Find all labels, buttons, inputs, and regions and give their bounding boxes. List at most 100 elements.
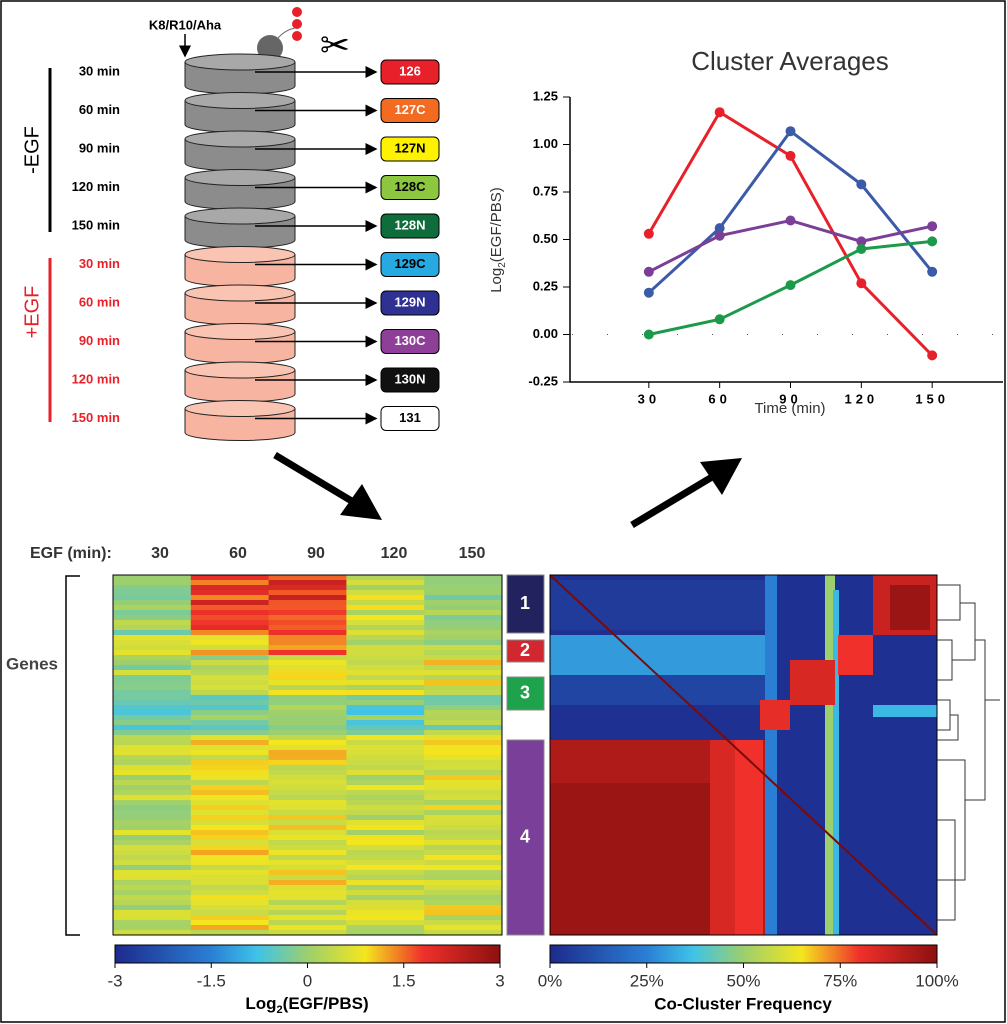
heatmap-cell [113, 795, 192, 801]
column-label: 60 [229, 545, 247, 562]
heatmap-cell [346, 835, 425, 841]
heatmap-cell [268, 685, 347, 691]
heatmap-cell [268, 735, 347, 741]
heatmap-cell [190, 885, 270, 891]
heatmap-cell [268, 650, 347, 656]
heatmap-cell [268, 610, 347, 616]
tag-label: 131 [399, 410, 421, 425]
heatmap-cell [346, 770, 425, 776]
heatmap-cell [190, 700, 270, 706]
point [643, 287, 654, 298]
colorbar [114, 944, 501, 964]
heatmap-cell [346, 825, 425, 831]
heatmap-cell [190, 590, 270, 596]
heatmap-cell [190, 895, 270, 901]
cocluster-block [550, 580, 765, 630]
heatmap-cell [113, 655, 192, 661]
heatmap-cell [190, 630, 270, 636]
point [927, 266, 938, 277]
heatmap-cell [190, 740, 270, 746]
disk-top [184, 400, 296, 417]
heatmap-cell [424, 600, 503, 606]
heatmap-cell [190, 625, 270, 631]
heatmap-cell [190, 735, 270, 741]
heatmap-cell [113, 715, 192, 721]
point [856, 179, 867, 190]
heatmap-cell [268, 670, 347, 676]
time-label: 90 min [79, 140, 120, 155]
heatmap-cell [346, 745, 425, 751]
heatmap-cell [424, 715, 503, 721]
heatmap-cell [424, 820, 503, 826]
cocluster-block [838, 635, 873, 675]
heatmap-cell [113, 820, 192, 826]
tag [380, 406, 440, 431]
heatmap-cell [346, 850, 425, 856]
heatmap-cell [190, 840, 270, 846]
heatmap-cell [268, 845, 347, 851]
heatmap-cell [190, 695, 270, 701]
heatmap-cell [190, 585, 270, 591]
heatmap-cell [190, 915, 270, 921]
heatmap-cell [190, 705, 270, 711]
heatmap-cell [113, 605, 192, 611]
heatmap-cell [424, 610, 503, 616]
cluster-label: 3 [520, 682, 530, 702]
heatmap-cell [190, 805, 270, 811]
cocluster-frame [549, 574, 938, 936]
tag-label: 126 [399, 63, 421, 78]
heatmap-cell [113, 595, 192, 601]
heatmap-cell [268, 830, 347, 836]
heatmap-cell [424, 890, 503, 896]
heatmap-cell [268, 745, 347, 751]
heatmap-cell [190, 690, 270, 696]
heatmap-cell [424, 805, 503, 811]
heatmap-cell [268, 795, 347, 801]
heatmap-cell [424, 725, 503, 731]
heatmap-cell [424, 590, 503, 596]
heatmap-cell [346, 895, 425, 901]
heatmap-cell [346, 715, 425, 721]
heatmap-cell [346, 885, 425, 891]
heatmap-cell [268, 815, 347, 821]
arrow [273, 451, 357, 507]
heatmap-cell [424, 915, 503, 921]
heatmap-cell [113, 870, 192, 876]
heatmap-cell [268, 600, 347, 606]
heatmap-cell [424, 925, 503, 931]
heatmap-cell [113, 585, 192, 591]
heatmap-cell [424, 810, 503, 816]
heatmap-cell [346, 655, 425, 661]
heatmap-cell [346, 690, 425, 696]
heatmap-cell [113, 680, 192, 686]
heatmap-cell [190, 900, 270, 906]
cocluster-block [760, 700, 790, 730]
heatmap-cell [424, 645, 503, 651]
heatmap-cell [190, 620, 270, 626]
heatmap-cell [424, 665, 503, 671]
heatmap-cell [113, 925, 192, 931]
heatmap-cell [346, 620, 425, 626]
x-tick-label: 60 [708, 391, 730, 406]
heatmap-cell [424, 585, 503, 591]
heatmap-cell [190, 880, 270, 886]
heatmap-cell [190, 775, 270, 781]
point [785, 215, 796, 226]
disk-top [184, 169, 296, 186]
point [856, 244, 867, 254]
disk-top [184, 246, 296, 263]
heatmap-cell [346, 875, 425, 881]
heatmap-cell [424, 870, 503, 876]
heatmap-cell [346, 725, 425, 731]
group-label: +EGF [21, 286, 43, 339]
heatmap-cell [424, 655, 503, 661]
cluster-bar [506, 574, 545, 634]
cocluster-block [550, 675, 765, 705]
axis [569, 97, 1003, 383]
label-part: (EGF/PBS) [283, 994, 369, 1013]
heatmap-cell [190, 825, 270, 831]
heatmap-cell [268, 675, 347, 681]
heatmap-cell [113, 670, 192, 676]
heatmap-cell [268, 720, 347, 726]
